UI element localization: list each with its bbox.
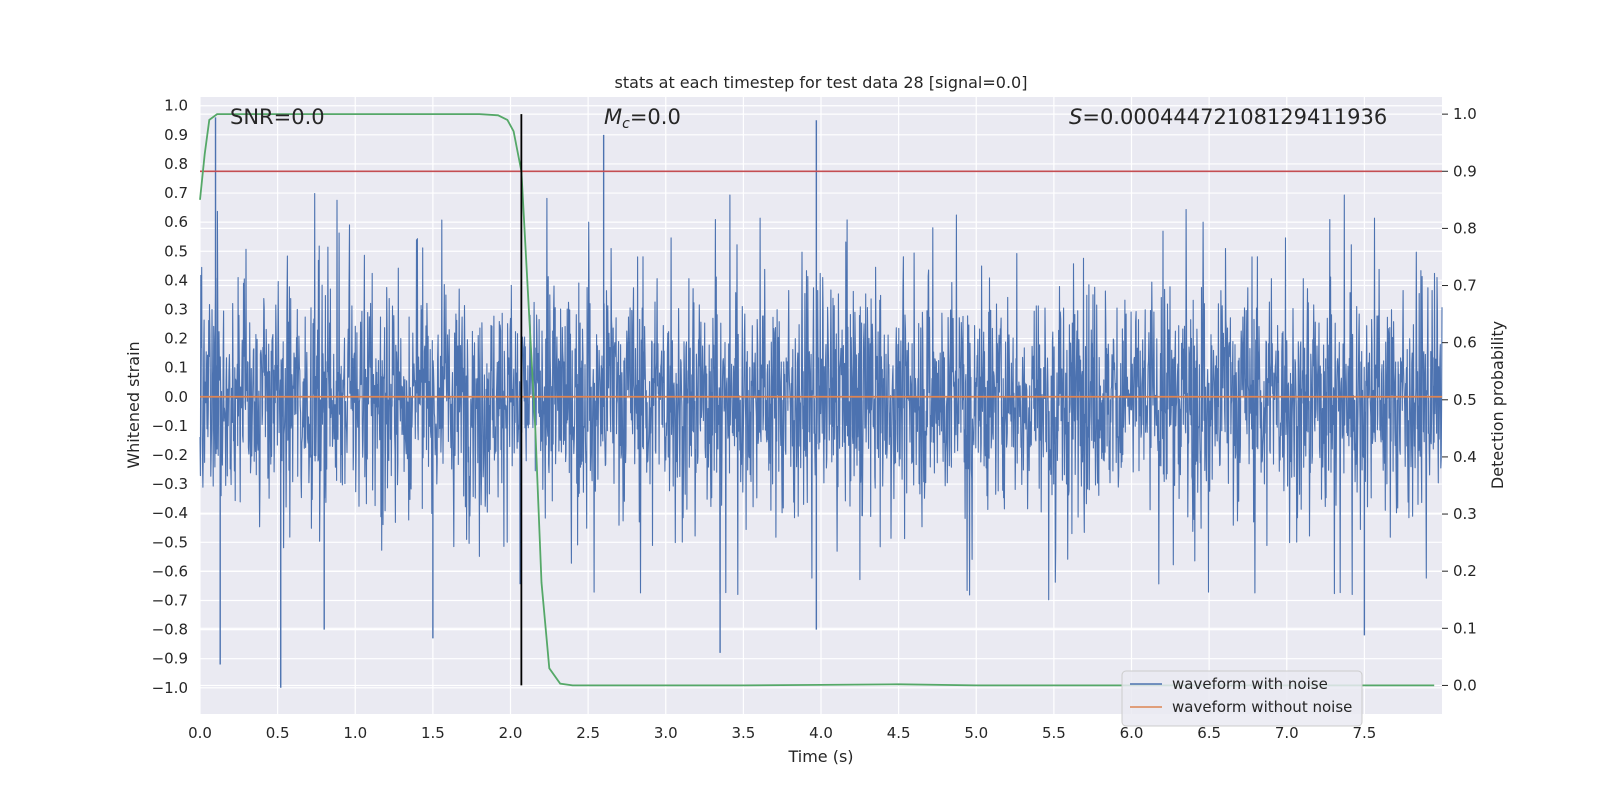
y-tick-label: −0.8	[152, 621, 188, 639]
y-tick-label: 0.0	[164, 388, 188, 406]
y2-tick-label: 0.1	[1453, 619, 1477, 637]
x-tick-label: 3.0	[654, 724, 678, 742]
x-tick-label: 5.5	[1042, 724, 1066, 742]
y-tick-label: 0.1	[164, 359, 188, 377]
y-tick-label: −0.4	[152, 504, 188, 522]
chart-title: stats at each timestep for test data 28 …	[615, 73, 1028, 92]
x-tick-label: 6.5	[1197, 724, 1221, 742]
x-tick-label: 4.0	[809, 724, 833, 742]
x-tick-label: 6.0	[1120, 724, 1144, 742]
annotation-score-value: =0.00044472108129411936	[1082, 105, 1387, 129]
legend-label-without-noise: waveform without noise	[1172, 698, 1352, 716]
annotation-snr: SNR=0.0	[230, 105, 325, 129]
y-tick-label: −0.3	[152, 475, 188, 493]
y2-tick-label: 1.0	[1453, 105, 1477, 123]
x-tick-label: 4.5	[887, 724, 911, 742]
x-tick-label: 0.5	[266, 724, 290, 742]
detection-probability-line	[199, 113, 1435, 687]
annotation-chirp-mass-subscript: c	[622, 116, 630, 132]
y2-axis-label: Detection probability	[1488, 321, 1507, 489]
y2-tick-label: 0.5	[1453, 391, 1477, 409]
y-tick-label: −0.2	[152, 446, 188, 464]
y2-tick-label: 0.9	[1453, 162, 1477, 180]
y-tick-label: −0.6	[152, 562, 188, 580]
y-tick-label: 0.2	[164, 330, 188, 348]
annotation-chirp-mass-value: =0.0	[630, 105, 681, 129]
y2-tick-label: 0.4	[1453, 448, 1477, 466]
y-tick-label: 0.5	[164, 242, 188, 260]
y2-tick-label: 0.3	[1453, 505, 1477, 523]
x-tick-label: 1.0	[343, 724, 367, 742]
y-tick-label: −0.5	[152, 533, 188, 551]
x-tick-label: 2.5	[576, 724, 600, 742]
y2-tick-label: 0.6	[1453, 334, 1477, 352]
y-tick-label: 0.3	[164, 300, 188, 318]
annotation-score-symbol: S	[1069, 105, 1082, 129]
x-tick-label: 3.5	[731, 724, 755, 742]
waveform-with-noise-line	[199, 192, 1443, 601]
y-tick-label: 0.4	[164, 271, 188, 289]
x-tick-label: 7.0	[1275, 724, 1299, 742]
legend-box	[1121, 670, 1363, 727]
y-tick-label: −1.0	[152, 679, 188, 697]
y-tick-label: 1.0	[164, 97, 188, 115]
y-tick-label: 0.9	[164, 126, 188, 144]
x-tick-label: 7.5	[1352, 724, 1376, 742]
y-tick-label: 0.7	[164, 184, 188, 202]
legend-label-with-noise: waveform with noise	[1172, 675, 1328, 693]
annotation-chirp-mass-symbol: M	[604, 105, 622, 129]
y-tick-label: 0.6	[164, 213, 188, 231]
annotation-score: S=0.00044472108129411936	[1069, 105, 1387, 129]
series-waveform-with-noise	[199, 117, 1443, 688]
x-tick-label: 0.0	[188, 724, 212, 742]
y-tick-label: −0.1	[152, 417, 188, 435]
y2-tick-label: 0.8	[1453, 219, 1477, 237]
y2-tick-label: 0.2	[1453, 562, 1477, 580]
x-tick-label: 2.0	[499, 724, 523, 742]
y2-tick-label: 0.0	[1453, 676, 1477, 694]
x-tick-label: 1.5	[421, 724, 445, 742]
y-tick-label: −0.7	[152, 591, 188, 609]
x-axis-label: Time (s)	[787, 747, 853, 766]
legend: waveform with noise waveform without noi…	[1121, 670, 1363, 727]
y2-tick-label: 0.7	[1453, 277, 1477, 295]
x-tick-label: 5.0	[964, 724, 988, 742]
y-tick-label: −0.9	[152, 650, 188, 668]
y-axis-label: Whitened strain	[124, 341, 143, 468]
y-tick-label: 0.8	[164, 155, 188, 173]
annotation-chirp-mass: Mc=0.0	[604, 105, 681, 132]
overlays	[199, 113, 1442, 687]
tick-labels: 0.0 0.5 1.0 1.5 2.0 2.5 3.0 3.5 4.0 4.5 5.0 5.5 6.0 6…	[152, 97, 1477, 742]
